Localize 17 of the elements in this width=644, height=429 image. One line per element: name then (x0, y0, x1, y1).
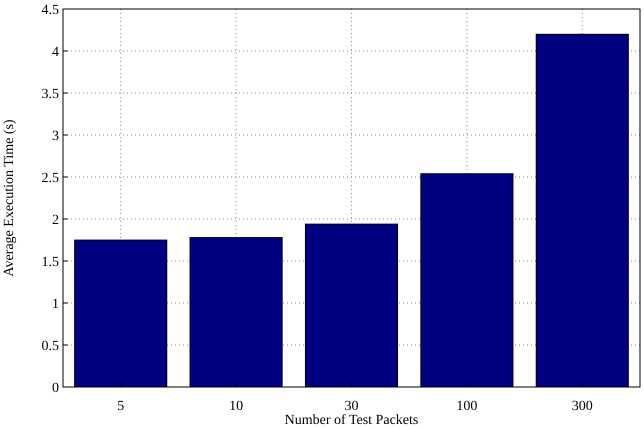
y-tick-label: 0.5 (42, 338, 59, 354)
y-tick-label: 2.5 (42, 170, 59, 186)
x-tick-label: 100 (456, 398, 478, 414)
y-tick-label: 4.5 (42, 2, 59, 18)
y-tick-label: 4 (52, 44, 59, 60)
y-tick-label: 1.5 (42, 254, 59, 270)
y-tick-label: 1 (52, 296, 59, 312)
y-tick-label: 3.5 (42, 86, 59, 102)
y-axis-title: Average Execution Time (s) (2, 119, 17, 277)
x-axis-title: Number of Test Packets (284, 413, 418, 428)
y-tick-label: 0 (52, 380, 59, 396)
x-tick-label: 5 (117, 398, 124, 414)
x-tick-label: 300 (572, 398, 593, 414)
y-tick-label: 2 (52, 212, 59, 228)
y-tick-label: 3 (52, 128, 59, 144)
x-tick-label: 10 (229, 398, 244, 414)
x-tick-label: 30 (344, 398, 358, 414)
